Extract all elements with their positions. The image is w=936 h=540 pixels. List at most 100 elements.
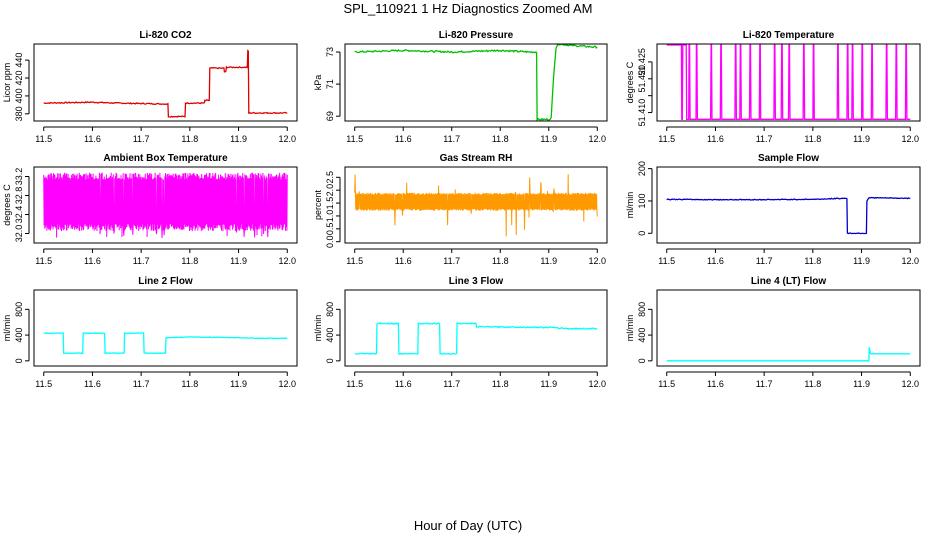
panel-title: Line 4 (LT) Flow bbox=[751, 276, 827, 287]
plot-frame bbox=[33, 43, 298, 122]
x-tick-label: 12.0 bbox=[278, 379, 296, 389]
x-tick-label: 11.6 bbox=[707, 134, 724, 144]
y-tick-label: 69 bbox=[325, 111, 335, 121]
x-tick-label: 11.5 bbox=[35, 134, 52, 144]
x-tick-label: 11.7 bbox=[133, 256, 150, 266]
panel-title: Li-820 Pressure bbox=[439, 30, 514, 41]
y-tick-label: 73 bbox=[325, 47, 335, 57]
y-tick-label: 1.0 bbox=[325, 210, 335, 223]
x-tick-label: 11.6 bbox=[707, 256, 724, 266]
y-tick-label: 0 bbox=[637, 231, 647, 236]
y-tick-label: 2.5 bbox=[325, 171, 335, 184]
x-tick-label: 12.0 bbox=[589, 134, 607, 144]
x-tick-label: 11.5 bbox=[346, 256, 363, 266]
series-line bbox=[43, 172, 288, 239]
y-tick-label: 200 bbox=[637, 161, 647, 176]
y-tick-label: 51.420 bbox=[637, 65, 647, 93]
x-tick-label: 11.6 bbox=[395, 256, 412, 266]
x-tick-label: 11.8 bbox=[492, 134, 509, 144]
x-tick-label: 12.0 bbox=[589, 379, 607, 389]
panel-title: Li-820 Temperature bbox=[743, 30, 835, 41]
y-tick-label: 420 bbox=[14, 71, 24, 86]
series-line bbox=[43, 332, 288, 355]
y-tick-label: 0.5 bbox=[325, 223, 335, 236]
x-tick-label: 11.5 bbox=[346, 134, 363, 144]
x-tick-label: 11.5 bbox=[658, 134, 675, 144]
panel-title: Line 2 Flow bbox=[138, 276, 193, 287]
x-tick-label: 11.9 bbox=[853, 379, 870, 389]
y-tick-label: 2.0 bbox=[325, 184, 335, 197]
x-tick-label: 11.8 bbox=[804, 134, 821, 144]
y-tick-label: 400 bbox=[14, 88, 24, 103]
x-tick-label: 11.9 bbox=[230, 379, 247, 389]
x-tick-label: 12.0 bbox=[589, 256, 607, 266]
x-tick-label: 11.6 bbox=[84, 134, 101, 144]
x-tick-label: 12.0 bbox=[278, 256, 296, 266]
x-tick-label: 11.8 bbox=[181, 134, 198, 144]
y-tick-label: 800 bbox=[325, 302, 335, 317]
y-axis-label: Licor ppm bbox=[2, 63, 12, 103]
y-tick-label: 1.5 bbox=[325, 197, 335, 210]
x-tick-label: 11.5 bbox=[658, 379, 675, 389]
y-axis-label: ml/min bbox=[625, 192, 635, 219]
x-tick-label: 11.9 bbox=[230, 256, 247, 266]
y-tick-label: 0.0 bbox=[325, 235, 335, 248]
y-tick-label: 71 bbox=[325, 79, 335, 89]
y-axis-label: ml/min bbox=[2, 315, 12, 342]
y-tick-label: 400 bbox=[325, 328, 335, 343]
x-tick-label: 11.8 bbox=[804, 379, 821, 389]
y-tick-label: 400 bbox=[14, 328, 24, 343]
y-axis-label: kPa bbox=[313, 75, 323, 91]
x-tick-label: 11.8 bbox=[492, 256, 509, 266]
y-tick-label: 800 bbox=[14, 302, 24, 317]
panel-9: Line 4 (LT) Flow ml/min 11.5 11.6 11.7 11.8 11… bbox=[625, 276, 921, 389]
panel-title: Line 3 Flow bbox=[449, 276, 504, 287]
x-tick-label: 11.8 bbox=[804, 256, 821, 266]
x-tick-label: 11.9 bbox=[540, 379, 557, 389]
x-tick-label: 11.7 bbox=[133, 134, 150, 144]
panel-2: Li-820 Pressure kPa 11.5 11.6 11.7 11.8 11.9 12… bbox=[313, 30, 608, 144]
plot-frame bbox=[344, 166, 608, 244]
plot-frame bbox=[33, 289, 298, 367]
panel-8: Line 3 Flow ml/min 11.5 11.6 11.7 11.8 11.9 12.… bbox=[313, 276, 608, 389]
x-tick-label: 12.0 bbox=[278, 134, 296, 144]
plot-frame bbox=[344, 43, 608, 122]
x-tick-label: 11.7 bbox=[133, 379, 150, 389]
series-line bbox=[666, 347, 911, 362]
x-tick-label: 11.8 bbox=[492, 379, 509, 389]
x-tick-label: 11.9 bbox=[853, 256, 870, 266]
series-line bbox=[666, 196, 911, 235]
plot-frame bbox=[344, 289, 608, 367]
y-tick-label: 380 bbox=[14, 106, 24, 121]
panel-7: Line 2 Flow ml/min 11.5 11.6 11.7 11.8 11.9 12.… bbox=[2, 276, 298, 389]
series-line bbox=[43, 49, 288, 118]
x-tick-label: 11.6 bbox=[395, 379, 412, 389]
panel-title: Li-820 CO2 bbox=[139, 30, 192, 41]
x-tick-label: 11.9 bbox=[853, 134, 870, 144]
panel-1: Li-820 CO2 Licor ppm 11.5 11.6 11.7 11.8 11.9 1… bbox=[2, 30, 298, 144]
y-tick-label: 100 bbox=[637, 193, 647, 208]
x-tick-label: 11.8 bbox=[181, 256, 198, 266]
series-line bbox=[666, 44, 911, 120]
y-tick-label: 33.2 bbox=[14, 168, 24, 186]
plot-frame bbox=[656, 289, 921, 367]
panel-5: Gas Stream RH percent 11.5 11.6 11.7 11.8 11.9… bbox=[313, 153, 608, 266]
y-axis-label: degrees C bbox=[625, 61, 635, 103]
panel-4: Ambient Box Temperature degrees C 11.5 11.6… bbox=[2, 153, 298, 266]
figure-title: SPL_110921 1 Hz Diagnostics Zoomed AM bbox=[343, 1, 593, 16]
x-tick-label: 11.7 bbox=[443, 256, 460, 266]
plot-frame bbox=[33, 166, 298, 244]
y-tick-label: 440 bbox=[14, 53, 24, 68]
x-tick-label: 11.5 bbox=[35, 379, 52, 389]
x-axis-caption: Hour of Day (UTC) bbox=[413, 518, 523, 533]
y-tick-label: 800 bbox=[637, 302, 647, 317]
plot-frame bbox=[656, 43, 921, 122]
x-tick-label: 11.7 bbox=[443, 379, 460, 389]
x-tick-label: 12.0 bbox=[901, 134, 919, 144]
y-axis-label: ml/min bbox=[313, 315, 323, 342]
x-tick-label: 12.0 bbox=[901, 256, 919, 266]
x-tick-label: 11.7 bbox=[756, 134, 773, 144]
x-tick-label: 11.7 bbox=[443, 134, 460, 144]
x-tick-label: 11.9 bbox=[230, 134, 247, 144]
